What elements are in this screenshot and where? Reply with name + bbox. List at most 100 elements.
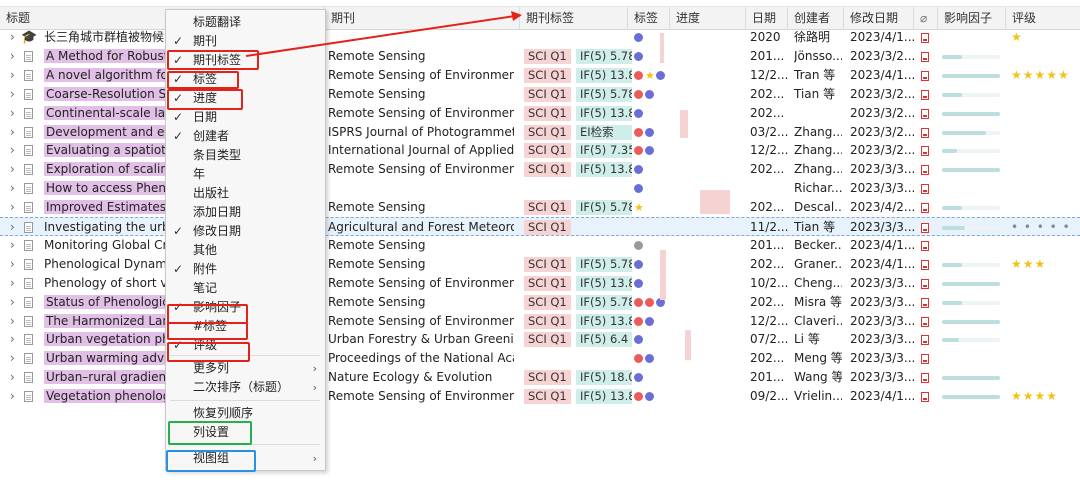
table-row[interactable]: › Monitoring Global Cro Remote Sensing 201.… <box>0 236 1080 255</box>
expand-chevron-icon[interactable]: › <box>10 143 15 158</box>
menu-item[interactable]: 条目类型 <box>166 146 325 165</box>
menu-item[interactable]: ✓ 附件 <box>166 260 325 279</box>
table-row[interactable]: › Urban vegetation pher Urban Forestry & U… <box>0 330 1080 349</box>
expand-chevron-icon[interactable]: › <box>10 30 15 44</box>
expand-chevron-icon[interactable]: › <box>10 220 15 234</box>
table-row[interactable]: › A novel algorithm for Remote Sensing of … <box>0 66 1080 85</box>
table-row[interactable]: › Urban warming advan Proceedings of the N… <box>0 349 1080 368</box>
pdf-icon[interactable] <box>921 354 929 365</box>
expand-chevron-icon[interactable]: › <box>10 351 15 366</box>
menu-item[interactable]: 出版社 <box>166 184 325 203</box>
pdf-icon[interactable] <box>921 51 929 62</box>
rating-stars[interactable]: • • • • • <box>1011 220 1071 234</box>
expand-chevron-icon[interactable]: › <box>10 124 15 139</box>
pdf-icon[interactable] <box>921 146 929 157</box>
expand-chevron-icon[interactable]: › <box>10 48 15 63</box>
col-creator[interactable]: 创建者 <box>788 7 844 29</box>
pdf-icon[interactable] <box>921 203 929 214</box>
expand-chevron-icon[interactable]: › <box>10 389 15 404</box>
pdf-icon[interactable] <box>921 184 929 195</box>
table-row[interactable]: › How to access PhenoC Richar... 2023/3/3..… <box>0 179 1080 198</box>
table-row[interactable]: › Urban–rural gradients Nature Ecology & E… <box>0 368 1080 387</box>
menu-item[interactable]: ✓ 期刊 <box>166 32 325 51</box>
menu-item[interactable]: 笔记 <box>166 279 325 298</box>
pdf-icon[interactable] <box>921 392 929 403</box>
expand-chevron-icon[interactable]: › <box>10 256 15 271</box>
table-row[interactable]: › Continental-scale land Remote Sensing of… <box>0 104 1080 123</box>
col-rating[interactable]: 评级 <box>1006 7 1080 29</box>
menu-item[interactable]: ✓ 标签 <box>166 70 325 89</box>
table-row[interactable]: › A Method for Robust Remote Sensing SCI Q1… <box>0 47 1080 66</box>
pdf-icon[interactable] <box>921 33 929 43</box>
table-row[interactable]: › Vegetation phenology Remote Sensing of E… <box>0 387 1080 406</box>
menu-item[interactable]: 更多列 › <box>166 359 325 378</box>
menu-item[interactable]: ✓ 日期 <box>166 108 325 127</box>
menu-item-label: 影响因子 <box>193 300 242 314</box>
table-row[interactable]: › Phenology of short ve Remote Sensing of … <box>0 274 1080 293</box>
pdf-icon[interactable] <box>921 108 929 119</box>
menu-item[interactable]: 二次排序（标题） › <box>166 378 325 397</box>
table-row[interactable]: › Phenological Dynamic Remote Sensing SCI Q… <box>0 255 1080 274</box>
expand-chevron-icon[interactable]: › <box>10 294 15 309</box>
menu-item[interactable]: 年 <box>166 165 325 184</box>
menu-item[interactable]: 列设置 <box>166 423 325 442</box>
table-row[interactable]: › Development and eval ISPRS Journal of Ph… <box>0 123 1080 142</box>
table-row[interactable]: › The Harmonized Land Remote Sensing of En… <box>0 312 1080 331</box>
menu-item[interactable]: ✓ 创建者 <box>166 127 325 146</box>
pdf-icon[interactable] <box>921 278 929 289</box>
rating-stars[interactable]: ★★★ <box>1011 256 1047 271</box>
pdf-icon[interactable] <box>921 127 929 138</box>
rating-stars[interactable]: ★★★★ <box>1011 389 1059 404</box>
pdf-icon[interactable] <box>921 165 929 176</box>
expand-chevron-icon[interactable]: › <box>10 105 15 120</box>
expand-chevron-icon[interactable]: › <box>10 200 15 215</box>
menu-item[interactable]: ✓ 修改日期 <box>166 222 325 241</box>
table-row[interactable]: › Status of Phenological Remote Sensing SCI… <box>0 293 1080 312</box>
menu-item[interactable]: 视图组 › <box>166 449 325 468</box>
expand-chevron-icon[interactable]: › <box>10 275 15 290</box>
expand-chevron-icon[interactable]: › <box>10 162 15 177</box>
pdf-icon[interactable] <box>921 297 929 308</box>
rating-stars[interactable]: ★★★★★ <box>1011 67 1070 82</box>
pdf-icon[interactable] <box>921 223 929 233</box>
pdf-icon[interactable] <box>921 70 929 81</box>
col-tags[interactable]: 标签 <box>628 7 670 29</box>
expand-chevron-icon[interactable]: › <box>10 313 15 328</box>
expand-chevron-icon[interactable]: › <box>10 86 15 101</box>
menu-item[interactable]: ✓ 评级 <box>166 336 325 355</box>
expand-chevron-icon[interactable]: › <box>10 67 15 82</box>
impact-bar <box>942 149 1000 154</box>
col-impact[interactable]: 影响因子 <box>938 7 1006 29</box>
rating-stars[interactable]: ★ <box>1011 30 1023 44</box>
pdf-icon[interactable] <box>921 240 929 251</box>
pdf-icon[interactable] <box>921 335 929 346</box>
pdf-icon[interactable] <box>921 373 929 384</box>
col-date[interactable]: 日期 <box>746 7 788 29</box>
col-attachment[interactable]: ⌀ <box>914 7 938 29</box>
menu-item[interactable]: ✓ 影响因子 <box>166 298 325 317</box>
menu-item[interactable]: 其他 <box>166 241 325 260</box>
expand-chevron-icon[interactable]: › <box>10 332 15 347</box>
table-row[interactable]: › Improved Estimates of Remote Sensing SCI … <box>0 198 1080 217</box>
menu-item[interactable]: 标题翻译 <box>166 13 325 32</box>
menu-item[interactable]: 恢复列顺序 <box>166 404 325 423</box>
expand-chevron-icon[interactable]: › <box>10 181 15 196</box>
col-journal[interactable]: 期刊 <box>325 7 520 29</box>
menu-item[interactable]: 添加日期 <box>166 203 325 222</box>
expand-chevron-icon[interactable]: › <box>10 370 15 385</box>
menu-item[interactable]: ✓ 期刊标签 <box>166 51 325 70</box>
table-row[interactable]: › 🎓 长三角城市群植被物候时 2020 徐路明 2023/4/1... ★ <box>0 28 1080 47</box>
col-progress[interactable]: 进度 <box>670 7 746 29</box>
pdf-icon[interactable] <box>921 89 929 100</box>
col-journal-tags[interactable]: 期刊标签 <box>520 7 628 29</box>
table-row[interactable]: › Evaluating a spatiotem International Jou… <box>0 141 1080 160</box>
pdf-icon[interactable] <box>921 316 929 327</box>
table-row[interactable]: › Coarse-Resolution Sat Remote Sensing SCI … <box>0 85 1080 104</box>
table-row[interactable]: › Exploration of scaling Remote Sensing of… <box>0 160 1080 179</box>
menu-item[interactable]: ✓ 进度 <box>166 89 325 108</box>
col-tags-label: 标签 <box>634 11 659 25</box>
pdf-icon[interactable] <box>921 259 929 270</box>
expand-chevron-icon[interactable]: › <box>10 237 15 252</box>
color-tag-dot <box>634 89 643 99</box>
col-modified[interactable]: 修改日期 <box>844 7 914 29</box>
